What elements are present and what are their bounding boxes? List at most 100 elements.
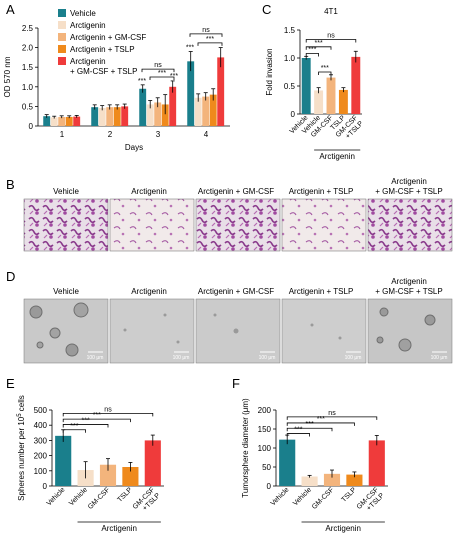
y-tick-label: 0 (29, 122, 34, 131)
significance-label: *** (170, 73, 178, 80)
sphere-cluster (65, 343, 79, 357)
chart-title: 4T1 (324, 7, 338, 16)
sphere-cluster (376, 336, 384, 344)
y-tick-label: 100 (258, 444, 272, 453)
sphere-cell (176, 340, 180, 344)
sphere-image-arctigenin (109, 298, 195, 364)
sphere-cluster (29, 305, 43, 319)
image-label-b-gmcsf: Arctigenin + GM-CSF (198, 187, 274, 196)
legend-label-gmcsf: Arctigenin + GM-CSF (70, 33, 146, 42)
bar (50, 117, 58, 126)
sphere-cluster (36, 341, 44, 349)
significance-label: *** (93, 412, 101, 419)
significance-bracket (149, 76, 175, 80)
bar (144, 440, 161, 486)
bar (202, 96, 210, 126)
panel-label-c: C (262, 2, 271, 17)
significance-bracket (305, 39, 357, 43)
bar (279, 439, 296, 486)
significance-label: ns (202, 27, 210, 34)
group-label: Arctigenin (101, 524, 137, 533)
y-tick-label: 0 (43, 482, 48, 491)
x-tick-label: 1 (60, 130, 65, 139)
sphere-cell (338, 336, 342, 340)
significance-bracket (286, 427, 333, 432)
significance-label: *** (70, 423, 78, 430)
scale-bar-label: 100 μm (345, 355, 362, 361)
bar (91, 107, 99, 126)
significance-label: *** (158, 70, 166, 77)
legend-swatch-vehicle (58, 9, 66, 17)
bar (314, 90, 324, 114)
x-tick-label: TSLP (116, 486, 134, 504)
bar (99, 464, 117, 486)
significance-label: *** (317, 416, 325, 423)
sphere-cell (233, 328, 239, 334)
x-tick-label: 4 (204, 130, 209, 139)
invasion-image-both (367, 198, 453, 252)
bar (113, 107, 121, 126)
significance-bracket (286, 422, 355, 426)
significance-label: *** (138, 78, 146, 85)
bar (187, 61, 195, 126)
x-tick-label: 3 (156, 130, 161, 139)
significance-bracket (62, 429, 86, 433)
x-tick-label: Vehicle (68, 486, 89, 507)
legend-label-arctigenin: Arctigenin (70, 21, 106, 30)
invasion-image-tslp (281, 198, 367, 252)
x-tick-label: TSLP (340, 486, 358, 504)
bar (217, 57, 225, 126)
legend-swatch-tslp (58, 45, 66, 53)
sphere-image-both (367, 298, 453, 364)
y-axis-label: Fold invasion (265, 48, 274, 95)
x-tick-label: GM-CSF+TSLP (356, 486, 386, 516)
x-tick-label: Vehicle (292, 486, 313, 507)
significance-bracket (62, 412, 154, 417)
y-tick-label: 0 (291, 110, 296, 119)
y-axis-label: OD 570 nm (3, 56, 12, 97)
chart-f: 0 50 100 150 200 Tumorsphere diameter (μm) Veh… (241, 398, 388, 533)
legend-swatch-both (58, 57, 66, 65)
panel-b-images: Vehicle Arctigenin Arctigenin + GM-CSF A… (23, 177, 453, 252)
sphere-cell (123, 328, 127, 332)
significance-label: *** (321, 65, 329, 72)
bar (106, 107, 114, 126)
significance-label: *** (186, 45, 194, 52)
bar (301, 476, 318, 486)
significance-label: ns (154, 62, 162, 69)
sphere-image-tslp (281, 298, 367, 364)
y-tick-label: 1.5 (22, 63, 34, 72)
sphere-cluster (424, 314, 436, 326)
panel-label-e: E (6, 376, 15, 391)
panel-label-f: F (232, 376, 240, 391)
panel-label-d: D (6, 269, 15, 284)
bar (65, 116, 73, 126)
y-tick-label: 1.5 (284, 26, 296, 35)
image-label-b-both-line2: + GM-CSF + TSLP (375, 187, 442, 196)
bar (122, 467, 139, 486)
image-label-d-arctigenin: Arctigenin (131, 287, 167, 296)
bar (161, 104, 169, 126)
legend-label-both-line2: + GM-CSF + TSLP (70, 67, 137, 76)
image-label-d-vehicle: Vehicle (53, 287, 79, 296)
significance-label: ns (104, 406, 112, 413)
x-tick-label: GM-CSF (87, 486, 111, 510)
image-label-b-tslp: Arctigenin + TSLP (289, 187, 354, 196)
significance-label: *** (306, 421, 314, 428)
legend-swatch-arctigenin (58, 21, 66, 29)
bar (194, 97, 202, 126)
image-label-b-vehicle: Vehicle (53, 187, 79, 196)
x-tick-label: GM-CSF (311, 486, 335, 510)
significance-bracket (286, 433, 310, 437)
scale-bar-label: 100 μm (173, 355, 190, 361)
significance-label: *** (82, 417, 90, 424)
bar (98, 107, 106, 126)
bar (146, 104, 154, 126)
significance-label: *** (206, 36, 214, 43)
scale-bar-label: 100 μm (259, 355, 276, 361)
y-tick-label: 150 (258, 425, 272, 434)
significance-label: ns (328, 410, 336, 417)
bar (73, 116, 81, 126)
x-tick-label: Vehicle (270, 486, 291, 507)
bar (368, 440, 385, 486)
